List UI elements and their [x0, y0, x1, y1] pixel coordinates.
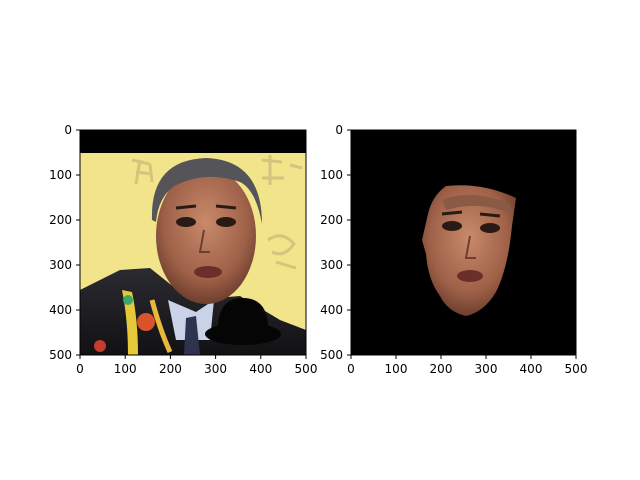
x-tick-label: 200 [430, 362, 453, 376]
hair [151, 158, 262, 224]
left-image [80, 130, 306, 355]
cutout-hairline [442, 194, 512, 214]
y-tick-label: 500 [320, 348, 343, 362]
x-tick-label: 100 [385, 362, 408, 376]
x-tick-label: 300 [204, 362, 227, 376]
right-image-panel [351, 130, 576, 355]
x-tick-label: 200 [159, 362, 182, 376]
y-tick-label: 0 [335, 123, 343, 137]
left-image-panel [80, 130, 306, 355]
x-tick-label: 100 [114, 362, 137, 376]
x-tick-label: 500 [565, 362, 588, 376]
y-tick-label: 200 [49, 213, 72, 227]
x-tick-label: 0 [347, 362, 355, 376]
backdrop-calligraphy [131, 155, 303, 270]
facial-features [175, 204, 237, 278]
y-tick-label: 400 [320, 303, 343, 317]
y-tick-label: 500 [49, 348, 72, 362]
scarf [94, 290, 173, 355]
bowler-hat [205, 298, 281, 345]
x-tick-label: 400 [249, 362, 272, 376]
axes-frame [350, 129, 577, 356]
right-image [351, 130, 576, 355]
y-tick-label: 200 [320, 213, 343, 227]
face-cutout [422, 185, 516, 316]
tie [184, 316, 200, 355]
axes-2: 0 100 200 300 400 500 0 100 200 300 400 500 [320, 123, 587, 376]
y-tick-label: 400 [49, 303, 72, 317]
top-black-band [80, 130, 306, 153]
y-tick-label: 300 [49, 258, 72, 272]
y-tick-label: 100 [49, 168, 72, 182]
face [156, 168, 256, 304]
cutout-facial-features [441, 210, 501, 282]
axes-frame [79, 129, 307, 356]
x-tick-label: 0 [76, 362, 84, 376]
y-tick-label: 0 [64, 123, 72, 137]
axes-1: 0 100 200 300 400 500 0 100 200 300 400 500 [49, 123, 317, 376]
y-tick-label: 100 [320, 168, 343, 182]
x-tick-label: 500 [295, 362, 318, 376]
y-tick-label: 300 [320, 258, 343, 272]
x-tick-label: 400 [520, 362, 543, 376]
x-tick-label: 300 [475, 362, 498, 376]
axes-layer: 0 100 200 300 400 500 0 100 200 300 400 500 0 100 200 3… [49, 123, 587, 376]
